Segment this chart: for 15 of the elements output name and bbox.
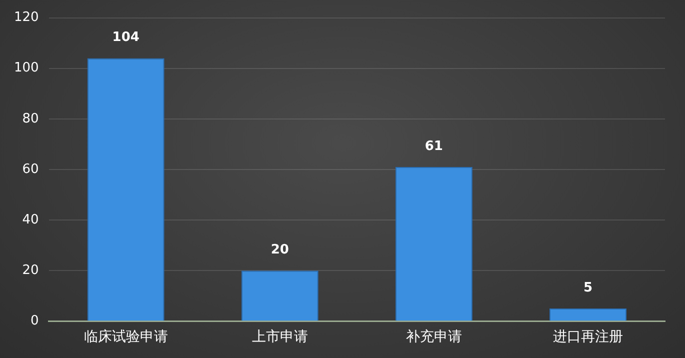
x-tick-label: 上市申请 xyxy=(252,329,308,346)
y-tick-label: 80 xyxy=(22,111,39,126)
x-tick-label: 进口再注册 xyxy=(552,329,623,346)
y-tick-label: 40 xyxy=(22,212,39,228)
x-tick-label: 临床试验申请 xyxy=(84,329,168,346)
y-tick-label: 100 xyxy=(14,60,39,76)
x-tick-label: 补充申请 xyxy=(406,329,462,346)
y-tick-label: 120 xyxy=(14,10,39,26)
y-tick-label: 0 xyxy=(30,314,39,329)
data-label: 104 xyxy=(112,30,140,46)
data-label: 61 xyxy=(424,138,443,154)
y-tick-label: 60 xyxy=(22,162,39,177)
data-label: 20 xyxy=(270,242,289,258)
y-tick-label: 20 xyxy=(22,263,39,278)
data-label: 5 xyxy=(583,280,592,296)
